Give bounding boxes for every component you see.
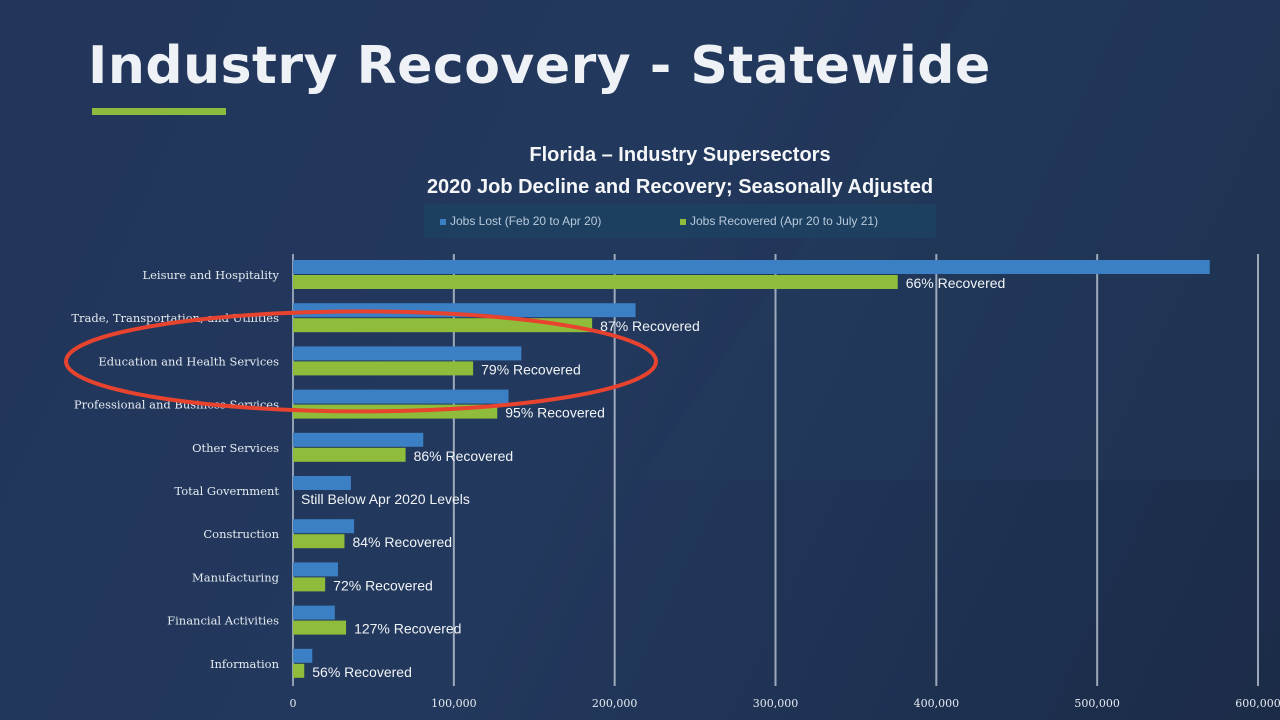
bar-jobs-lost xyxy=(293,519,355,534)
bar-jobs-lost xyxy=(293,260,1210,274)
category-label: Total Government xyxy=(174,484,279,498)
bar-jobs-recovered xyxy=(293,577,326,592)
chart-subtitle: 2020 Job Decline and Recovery; Seasonall… xyxy=(426,176,934,198)
data-label: 84% Recovered xyxy=(352,534,452,550)
x-tick-label: 0 xyxy=(290,697,297,710)
category-label: Leisure and Hospitality xyxy=(142,268,279,282)
bar-jobs-lost xyxy=(293,389,509,404)
data-label: 86% Recovered xyxy=(414,448,514,464)
bar-jobs-lost xyxy=(293,432,424,447)
legend-item-jobs-recovered: Jobs Recovered (Apr 20 to July 21) xyxy=(680,214,878,228)
data-label: 72% Recovered xyxy=(333,577,433,593)
chart-labels: 0 100,000 200,000 300,000 400,000 500,000 600,… xyxy=(71,268,1280,710)
bar-jobs-recovered xyxy=(293,275,898,289)
category-label: Other Services xyxy=(192,441,279,455)
x-tick-label: 500,000 xyxy=(1074,697,1120,710)
category-label: Construction xyxy=(203,527,279,541)
data-label: 127% Recovered xyxy=(354,621,461,637)
data-label: 56% Recovered xyxy=(312,664,412,680)
slide-title: Industry Recovery - Statewide xyxy=(88,36,991,96)
chart-title: Florida – Industry Supersectors xyxy=(529,144,831,166)
legend-label-jobs-lost: Jobs Lost (Feb 20 to Apr 20) xyxy=(450,214,602,228)
bar-jobs-lost xyxy=(293,562,339,577)
legend-swatch-jobs-recovered xyxy=(680,218,686,225)
bar-jobs-recovered xyxy=(293,361,474,376)
bar-jobs-recovered xyxy=(293,534,345,549)
highlight-ellipse xyxy=(64,309,658,414)
chart-legend: Jobs Lost (Feb 20 to Apr 20) Jobs Recove… xyxy=(424,204,936,238)
data-label: 95% Recovered xyxy=(505,405,605,421)
bar-jobs-recovered xyxy=(293,663,305,678)
data-label: Still Below Apr 2020 Levels xyxy=(301,491,470,507)
x-tick-label: 300,000 xyxy=(753,697,799,710)
chart-bars xyxy=(293,260,1210,678)
bar-jobs-recovered xyxy=(293,620,347,635)
x-tick-label: 200,000 xyxy=(592,697,638,710)
bar-jobs-recovered xyxy=(293,447,406,462)
category-label: Education and Health Services xyxy=(98,354,279,368)
category-label: Financial Activities xyxy=(167,614,279,628)
bar-jobs-recovered xyxy=(293,318,593,333)
bar-jobs-lost xyxy=(293,476,351,490)
bar-jobs-lost xyxy=(293,605,335,620)
category-label: Manufacturing xyxy=(192,570,280,584)
chart-annotation xyxy=(64,309,658,414)
x-tick-label: 400,000 xyxy=(914,697,960,710)
title-underline xyxy=(92,108,226,115)
x-tick-label: 600,000 xyxy=(1235,697,1280,710)
legend-item-jobs-lost: Jobs Lost (Feb 20 to Apr 20) xyxy=(440,214,601,228)
data-label: 87% Recovered xyxy=(600,318,700,334)
bar-jobs-lost xyxy=(293,648,313,663)
data-label: 66% Recovered xyxy=(906,275,1006,291)
legend-swatch-jobs-lost xyxy=(440,218,446,225)
legend-label-jobs-recovered: Jobs Recovered (Apr 20 to July 21) xyxy=(690,214,879,228)
x-tick-label: 100,000 xyxy=(431,697,477,710)
category-label: Information xyxy=(210,657,280,671)
data-label: 79% Recovered xyxy=(481,361,581,377)
bar-jobs-lost xyxy=(293,303,636,318)
bar-jobs-lost xyxy=(293,346,522,361)
